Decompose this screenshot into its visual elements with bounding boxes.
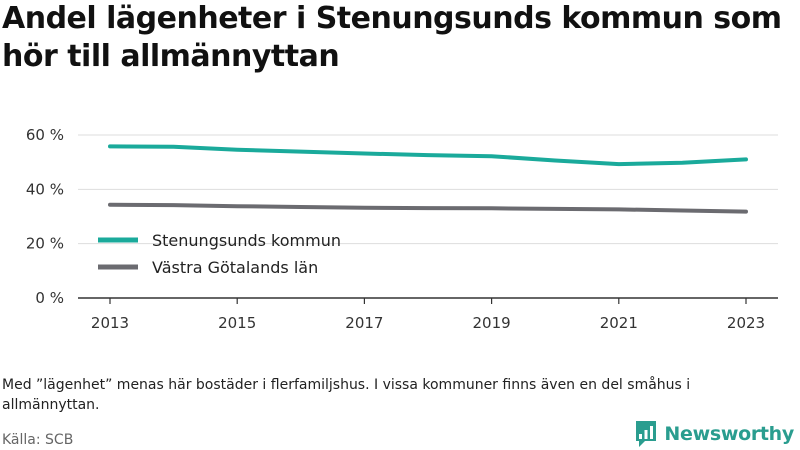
x-tick-label: 2021 xyxy=(600,314,638,332)
y-tick-label: 20 % xyxy=(26,235,64,253)
grid-lines xyxy=(78,134,778,245)
newsworthy-logo-icon xyxy=(636,421,657,447)
legend: Stenungsunds kommun Västra Götalands län xyxy=(98,231,341,277)
y-axis: 0 % 20 % 40 % 60 % xyxy=(26,126,64,307)
legend-label: Västra Götalands län xyxy=(152,258,318,277)
chart-title: Andel lägenheter i Stenungsunds kommun s… xyxy=(2,1,782,74)
series-line-0 xyxy=(108,144,748,167)
source-label: Källa: SCB xyxy=(2,432,74,448)
series-lines xyxy=(108,144,748,214)
legend-label: Stenungsunds kommun xyxy=(152,231,341,250)
x-tick-label: 2013 xyxy=(91,314,129,332)
x-tick-label: 2017 xyxy=(345,314,383,332)
newsworthy-logo: Newsworthy xyxy=(634,418,794,450)
y-tick-label: 40 % xyxy=(26,180,64,198)
y-tick-label: 60 % xyxy=(26,126,64,144)
x-axis: 2013 2015 2017 2019 2021 2023 xyxy=(91,298,765,332)
newsworthy-logo-text: Newsworthy xyxy=(664,423,794,445)
x-tick-label: 2015 xyxy=(218,314,256,332)
y-tick-label: 0 % xyxy=(35,289,64,307)
footnote: Med ”lägenhet” menas här bostäder i fler… xyxy=(2,377,691,413)
x-tick-label: 2023 xyxy=(727,314,765,332)
x-tick-label: 2019 xyxy=(473,314,511,332)
series-line-1 xyxy=(108,202,748,214)
